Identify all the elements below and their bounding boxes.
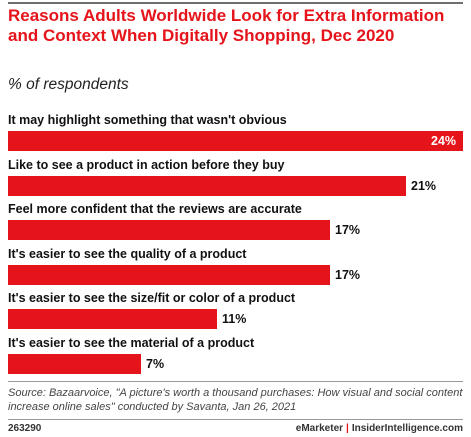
value-label: 11% <box>222 312 247 326</box>
source-note: Source: Bazaarvoice, "A picture's worth … <box>8 387 463 413</box>
value-label: 7% <box>146 356 165 371</box>
bar <box>8 353 141 374</box>
brand-separator: | <box>346 423 349 434</box>
category-label: It's easier to see the quality of a prod… <box>8 246 247 261</box>
bar <box>8 309 217 329</box>
bar <box>8 175 406 196</box>
bar <box>8 131 463 151</box>
chart-title: Reasons Adults Worldwide Look for Extra … <box>8 6 445 45</box>
chart-subtitle: % of respondents <box>8 76 129 93</box>
category-label: Like to see a product in action before t… <box>8 157 285 172</box>
value-label: 21% <box>411 178 437 193</box>
value-label: 17% <box>335 267 361 282</box>
brand-insider-intelligence: InsiderIntelligence.com <box>351 423 463 434</box>
category-label: It's easier to see the size/fit or color… <box>8 291 296 305</box>
brand-emarketer: eMarketer <box>295 423 344 434</box>
top-rule <box>8 2 463 4</box>
value-label: 24% <box>431 134 457 148</box>
source-divider <box>8 381 463 382</box>
bar <box>8 264 330 285</box>
value-label: 17% <box>335 223 361 237</box>
category-label: Feel more confident that the reviews are… <box>8 202 302 216</box>
footer-brand: eMarketer | InsiderIntelligence.com <box>296 423 463 434</box>
footer-divider <box>8 419 463 420</box>
category-label: It may highlight something that wasn't o… <box>8 113 287 127</box>
bar <box>8 220 330 240</box>
chart-id: 263290 <box>8 423 42 434</box>
category-label: It's easier to see the material of a pro… <box>8 335 255 350</box>
